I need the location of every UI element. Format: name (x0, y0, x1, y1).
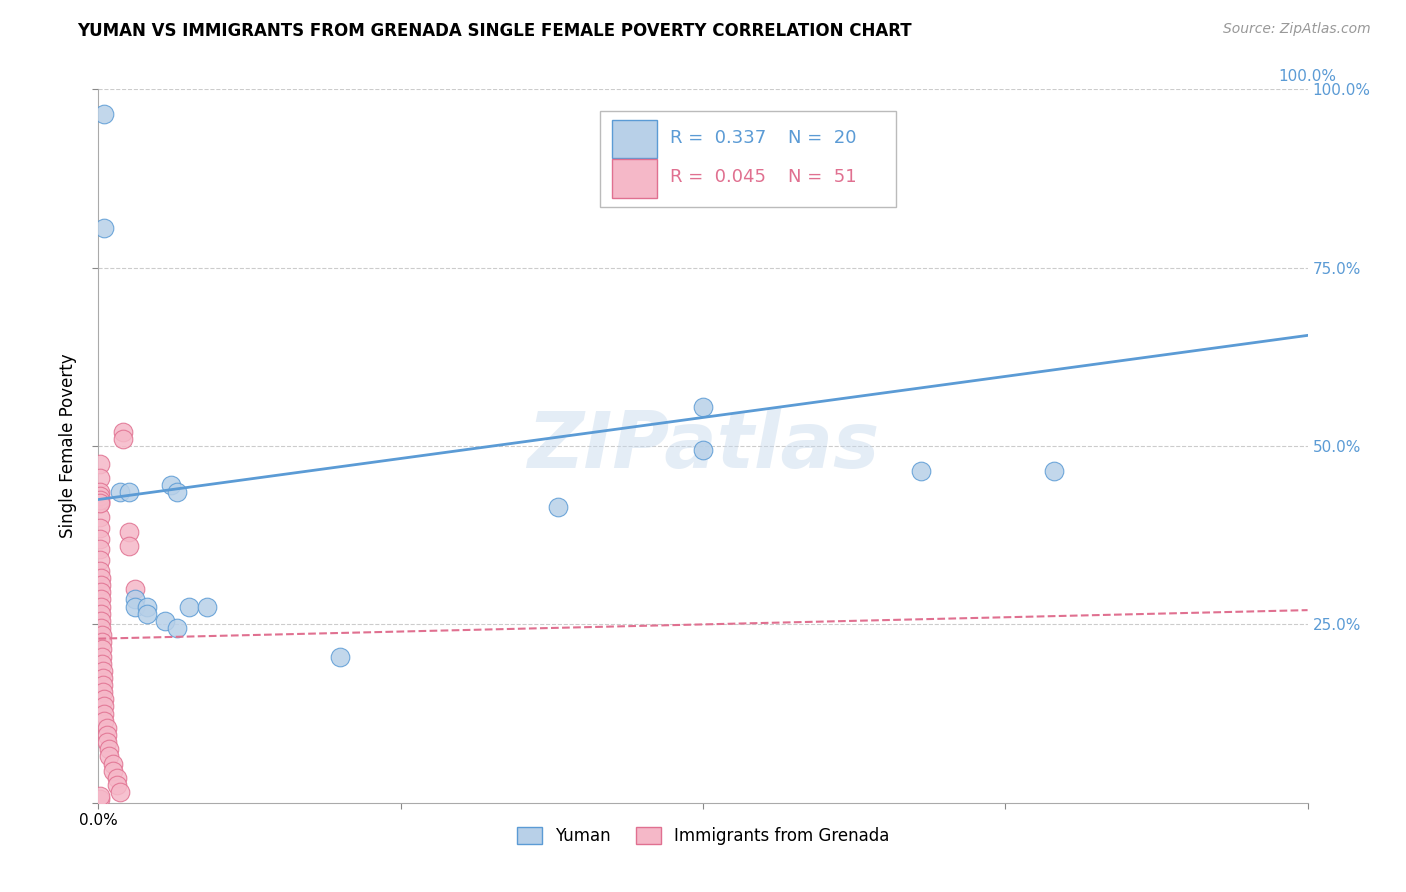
Text: R =  0.337: R = 0.337 (671, 128, 766, 146)
Point (89, 496, 111, 510)
Point (91, 628, 114, 642)
Point (93, 714, 115, 728)
Point (135, 599, 157, 614)
Point (96, 735, 118, 749)
Point (692, 400, 714, 414)
Point (105, 771, 128, 785)
Text: N =  51: N = 51 (787, 168, 856, 186)
Point (166, 485, 188, 500)
Point (98, 749, 121, 764)
Point (111, 425, 134, 439)
Point (93, 692, 115, 706)
Point (90, 571, 112, 585)
Point (89, 542, 111, 557)
Point (91, 649, 114, 664)
Point (111, 432, 134, 446)
FancyBboxPatch shape (613, 159, 657, 198)
Point (91, 664, 114, 678)
Point (89, 485, 111, 500)
Text: R =  0.045: R = 0.045 (671, 168, 766, 186)
Point (89, 471, 111, 485)
Point (124, 582, 146, 596)
Point (90, 585, 112, 599)
Point (89, 492, 111, 507)
Point (101, 764, 124, 778)
FancyBboxPatch shape (600, 111, 897, 207)
Point (89, 457, 111, 471)
Point (91, 635, 114, 649)
Text: N =  20: N = 20 (787, 128, 856, 146)
Point (118, 524, 141, 539)
Point (101, 756, 124, 771)
Point (195, 599, 218, 614)
Point (89, 532, 111, 546)
Point (90, 599, 112, 614)
Point (89, 521, 111, 535)
Point (93, 699, 115, 714)
Point (96, 721, 118, 735)
Legend: Yuman, Immigrants from Grenada: Yuman, Immigrants from Grenada (510, 820, 896, 852)
Text: YUMAN VS IMMIGRANTS FROM GRENADA SINGLE FEMALE POVERTY CORRELATION CHART: YUMAN VS IMMIGRANTS FROM GRENADA SINGLE … (77, 22, 912, 40)
Text: Source: ZipAtlas.com: Source: ZipAtlas.com (1223, 22, 1371, 37)
Point (89, 792, 111, 806)
Point (124, 599, 146, 614)
Point (89, 510, 111, 524)
Point (105, 778, 128, 792)
Point (135, 607, 157, 621)
Text: ZIPatlas: ZIPatlas (527, 408, 879, 484)
Point (90, 621, 112, 635)
Y-axis label: Single Female Poverty: Single Female Poverty (59, 354, 77, 538)
Point (93, 706, 115, 721)
Point (90, 592, 112, 607)
Point (108, 485, 131, 500)
Point (124, 592, 146, 607)
Point (91, 642, 114, 657)
Point (179, 599, 201, 614)
Point (329, 649, 352, 664)
FancyBboxPatch shape (613, 120, 657, 159)
Point (91, 685, 114, 699)
Point (93, 107, 115, 121)
Point (89, 496, 111, 510)
Point (91, 678, 114, 692)
Point (547, 500, 569, 514)
Point (89, 789, 111, 803)
Point (108, 785, 131, 799)
Point (89, 564, 111, 578)
Point (692, 442, 714, 457)
Point (153, 614, 176, 628)
Point (89, 553, 111, 567)
Point (93, 221, 115, 235)
Point (910, 464, 932, 478)
Point (96, 728, 118, 742)
Point (90, 578, 112, 592)
Point (118, 485, 141, 500)
Point (160, 478, 183, 492)
Point (1042, 464, 1064, 478)
Point (90, 614, 112, 628)
Point (91, 657, 114, 671)
Point (118, 539, 141, 553)
Point (90, 607, 112, 621)
Point (91, 671, 114, 685)
Point (89, 489, 111, 503)
Point (98, 742, 121, 756)
Point (166, 621, 188, 635)
